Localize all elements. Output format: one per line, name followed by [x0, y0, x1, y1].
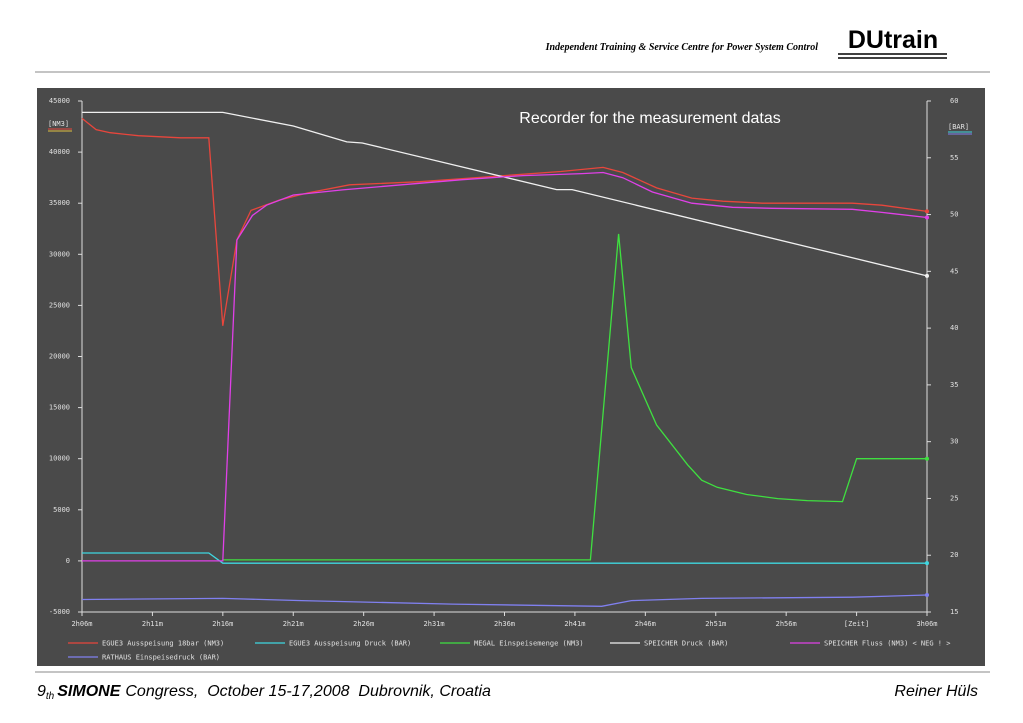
y-tick-label: 30000 [49, 250, 70, 258]
footer-details: Congress, October 15-17,2008 Dubrovnik, … [125, 683, 491, 700]
y-tick-label: 25000 [49, 301, 70, 309]
legend-label: SPEICHER Druck (BAR) [644, 640, 728, 648]
x-tick-label: 2h46m [635, 620, 656, 628]
legend-label: SPEICHER Fluss (NM3) < NEG ! > [824, 640, 950, 648]
series-line [82, 552, 927, 564]
end-marker [925, 215, 929, 220]
y-tick-label: 45000 [49, 97, 70, 105]
y2-tick-label: 15 [950, 608, 958, 616]
y-tick-label: 5000 [53, 506, 70, 514]
x-tick-label: 2h31m [424, 620, 445, 628]
footer-number: 9 [37, 683, 46, 700]
end-marker [925, 592, 929, 597]
chart-background [37, 88, 985, 666]
y-tick-label: 15000 [49, 404, 70, 412]
y2-tick-label: 25 [950, 494, 958, 502]
series-line [81, 117, 928, 326]
x-tick-label: 2h21m [283, 620, 304, 628]
x-tick-label: [Zeit] [844, 620, 869, 628]
legend-label: RATHAUS Einspeisedruck (BAR) [102, 654, 220, 662]
end-marker [925, 456, 929, 461]
y2-tick-label: 50 [950, 211, 958, 219]
x-tick-label: 2h06m [71, 620, 92, 628]
series-line [81, 594, 928, 607]
series-line [222, 233, 927, 561]
y-tick-label: 40000 [49, 148, 70, 156]
footer-text: 9th SIMONE Congress, October 15-17,2008 Du… [37, 683, 491, 702]
y2-tick-label: 45 [950, 267, 958, 275]
y-tick-label: 0 [66, 557, 70, 565]
y-tick-label: 10000 [49, 455, 70, 463]
series-line [82, 171, 928, 562]
footer-author: Reiner Hüls [894, 683, 978, 700]
y2-tick-label: 60 [950, 97, 958, 105]
x-tick-label: 2h56m [776, 620, 797, 628]
y2-tick-label: 55 [950, 154, 958, 162]
x-tick-label: 3h06m [916, 620, 937, 628]
x-tick-label: 2h51m [705, 620, 726, 628]
x-tick-label: 2h41m [564, 620, 585, 628]
y-tick-label: 20000 [49, 353, 70, 361]
footer-ordinal: th [46, 691, 55, 702]
x-tick-label: 2h36m [494, 620, 515, 628]
x-tick-label: 2h16m [212, 620, 233, 628]
x-tick-label: 2h11m [142, 620, 163, 628]
legend-label: MEGAL Einspeisemenge (NM3) [474, 640, 584, 648]
y-axis-unit: [NM3] [48, 120, 69, 128]
header-tagline: Independent Training & Service Centre fo… [545, 42, 819, 53]
y2-axis-unit: [BAR] [948, 123, 969, 131]
logo: DUtrain [848, 26, 938, 54]
y-tick-label: 35000 [49, 199, 70, 207]
legend-label: EGUE3 Ausspeisung Druck (BAR) [289, 640, 411, 648]
y2-tick-label: 30 [950, 438, 958, 446]
series-line [82, 111, 928, 277]
end-marker [925, 209, 929, 214]
chart-title: Recorder for the measurement datas [519, 110, 780, 127]
y2-tick-label: 35 [950, 381, 958, 389]
x-tick-label: 2h26m [353, 620, 374, 628]
end-marker [925, 273, 929, 278]
y2-tick-label: 40 [950, 324, 958, 332]
end-marker [925, 561, 929, 566]
footer-event: SIMONE [57, 683, 121, 700]
y-tick-label: -5000 [49, 608, 70, 616]
y2-tick-label: 20 [950, 551, 958, 559]
legend-label: EGUE3 Ausspeisung 18bar (NM3) [102, 640, 224, 648]
